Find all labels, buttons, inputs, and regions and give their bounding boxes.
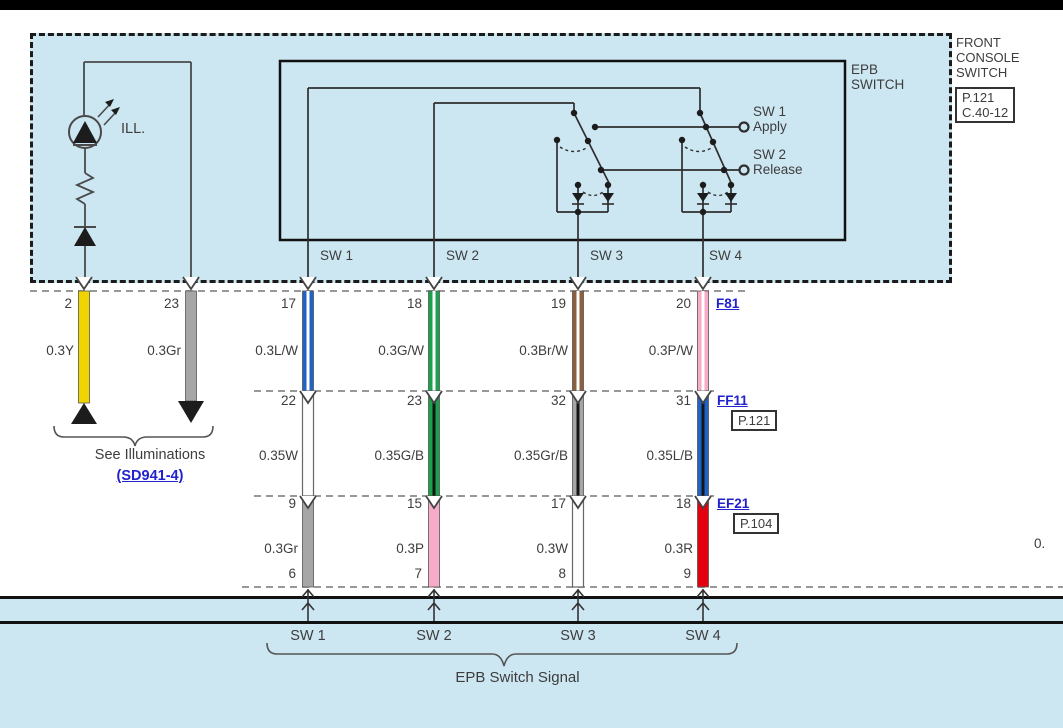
pin-number: 20 xyxy=(675,296,691,311)
pin-number: 18 xyxy=(406,296,422,311)
braces xyxy=(53,425,738,667)
connector-link-ff11[interactable]: FF11 xyxy=(717,393,748,408)
pin-number: 17 xyxy=(280,296,296,311)
console-connector-ref-box: P.121 C.40-12 xyxy=(955,87,1016,123)
pin-number: 15 xyxy=(406,496,422,511)
signal-sw-label: SW 4 xyxy=(685,628,721,644)
wire-label: 0.3P xyxy=(396,541,424,556)
terminal-sw2-release xyxy=(738,164,750,176)
pin-number: 6 xyxy=(288,566,296,581)
lamp-label: ILL. xyxy=(121,121,146,137)
signal-group-caption: EPB Switch Signal xyxy=(455,669,580,686)
connector-chevrons xyxy=(75,276,712,510)
pin-number: 7 xyxy=(414,566,422,581)
terminal1-name: SW 1 xyxy=(753,104,787,119)
switch-diode-icons xyxy=(572,193,737,202)
region-title-line3: SWITCH xyxy=(956,65,1008,80)
switch-output-label: SW 4 xyxy=(709,248,743,263)
wires-row1 xyxy=(71,290,709,424)
diode-icon xyxy=(74,227,96,246)
switch-output-label: SW 3 xyxy=(590,248,624,263)
illumination-lamp-circuit xyxy=(68,61,192,287)
epb-switch-label-line1: EPB xyxy=(851,62,879,77)
wire-label: 0.3W xyxy=(536,541,568,556)
illumination-brace xyxy=(53,425,214,447)
wire-label: 0.3G/W xyxy=(378,343,424,358)
wire-label: 0.35W xyxy=(258,448,298,463)
bus-band-arrows xyxy=(301,588,710,621)
epb-signal-brace xyxy=(266,642,738,667)
resistor-icon xyxy=(74,172,96,205)
switch-output-label: SW 2 xyxy=(446,248,480,263)
wire-label: 0.3Y xyxy=(46,343,74,358)
epb-signal-bus-band xyxy=(0,597,1063,728)
bus-line-bottom xyxy=(0,621,1063,624)
pin-number: 9 xyxy=(683,566,691,581)
pin-number: 18 xyxy=(675,496,691,511)
signal-sw-label: SW 1 xyxy=(290,628,326,644)
switch-output-label: SW 1 xyxy=(320,248,354,263)
bus-line-top xyxy=(0,596,1063,599)
terminal2-action: Release xyxy=(753,162,803,177)
contact-dots xyxy=(553,109,735,216)
wire-label: 0.3R xyxy=(664,541,693,556)
wire-label: 0.35Gr/B xyxy=(513,448,568,463)
signal-sw-label: SW 2 xyxy=(416,628,452,644)
wire-label: 0.3Gr xyxy=(264,541,298,556)
region-title-line2: CONSOLE xyxy=(956,50,1020,65)
wire-label: 0.35L/B xyxy=(646,448,693,463)
pin-number: 32 xyxy=(550,393,566,408)
connector-page-ref-box: P.104 xyxy=(733,513,780,534)
pin-number: 31 xyxy=(675,393,691,408)
terminal2-name: SW 2 xyxy=(753,147,787,162)
clipped-wire-label: 0. xyxy=(1034,536,1046,551)
illumination-note-link-row: (SD941-4) xyxy=(55,469,245,484)
illumination-note: See Illuminations xyxy=(94,447,206,463)
console-page-ref: P.121 xyxy=(962,90,995,105)
terminal-sw1-apply xyxy=(738,121,750,133)
pin-number: 2 xyxy=(64,296,72,311)
wire-label: 0.3L/W xyxy=(255,343,298,358)
wire-label: 0.3Br/W xyxy=(519,343,568,358)
illumination-link[interactable]: (SD941-4) xyxy=(116,468,184,484)
pin-number: 17 xyxy=(550,496,566,511)
region-title-line1: FRONT xyxy=(956,35,1001,50)
epb-switch-box xyxy=(278,59,847,287)
epb-switch-label-line2: SWITCH xyxy=(851,77,905,92)
terminal1-action: Apply xyxy=(753,119,787,134)
pin-number: 22 xyxy=(280,393,296,408)
light-ray-icon xyxy=(111,107,120,115)
connector-link-f81[interactable]: F81 xyxy=(716,296,740,311)
wire-label: 0.3Gr xyxy=(147,343,181,358)
wire-label: 0.35G/B xyxy=(374,448,424,463)
console-connector-ref: C.40-12 xyxy=(962,105,1009,120)
light-ray-icon xyxy=(105,99,114,107)
front-console-switch-region xyxy=(30,33,952,283)
wire-label: 0.3P/W xyxy=(648,343,693,358)
connector-page-ref-box: P.121 xyxy=(731,410,778,431)
pin-number: 8 xyxy=(558,566,566,581)
arrow-up-icon xyxy=(71,403,97,424)
connector-link-ef21[interactable]: EF21 xyxy=(717,496,750,511)
arrow-down-icon xyxy=(178,401,204,423)
top-black-bar xyxy=(0,0,1063,10)
connector-boundaries xyxy=(30,290,1063,588)
signal-sw-label: SW 3 xyxy=(560,628,596,644)
pin-number: 9 xyxy=(288,496,296,511)
pin-number: 23 xyxy=(406,393,422,408)
pin-number: 23 xyxy=(163,296,179,311)
pin-number: 19 xyxy=(550,296,566,311)
